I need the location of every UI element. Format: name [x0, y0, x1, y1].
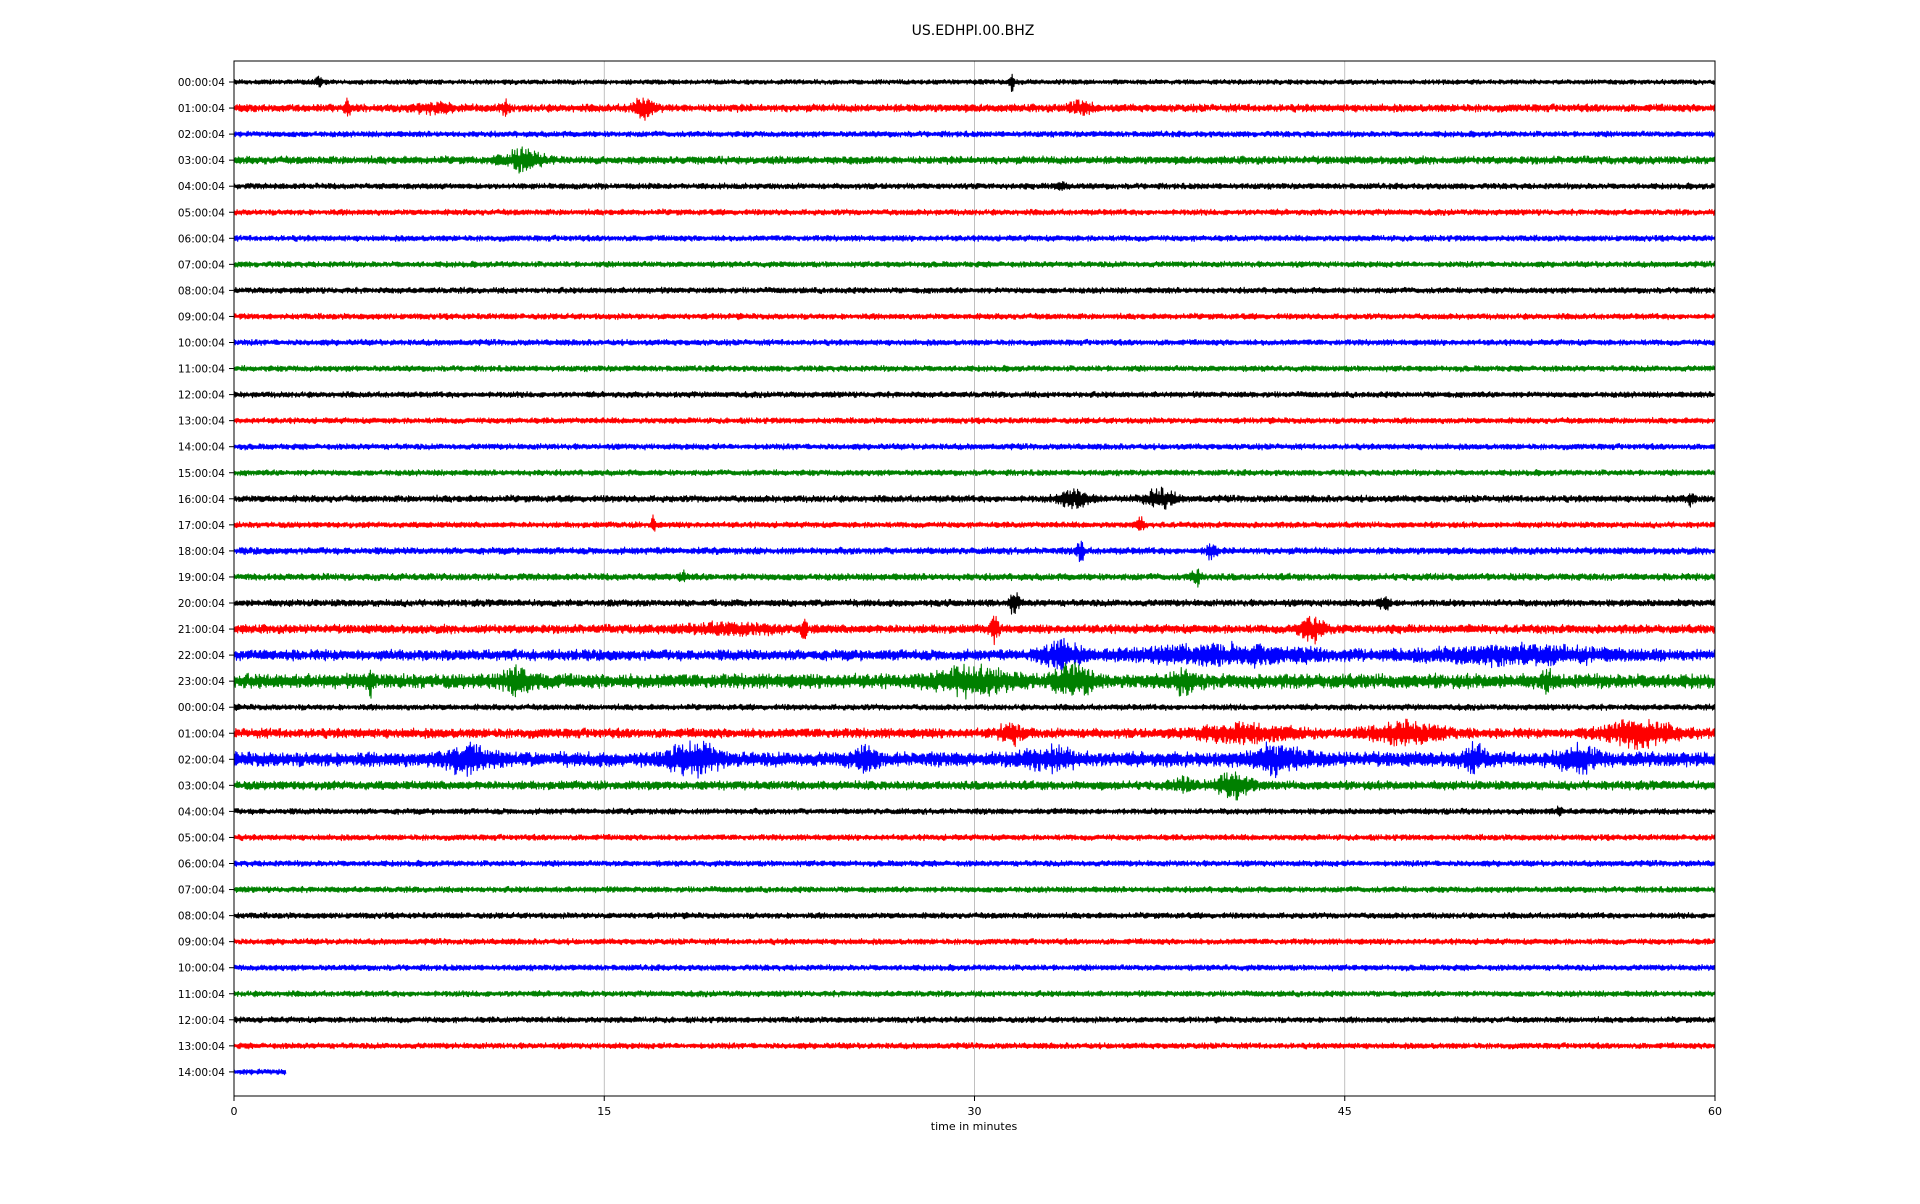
row-label: 02:00:04 — [178, 129, 225, 141]
row-label: 18:00:04 — [178, 546, 225, 558]
row-label: 03:00:04 — [178, 155, 225, 167]
trace-line — [233, 130, 1716, 138]
row-label: 12:00:04 — [178, 390, 225, 402]
trace-line — [233, 312, 1716, 321]
row-label: 04:00:04 — [178, 181, 225, 193]
row-label: 15:00:04 — [178, 468, 225, 480]
row-label: 05:00:04 — [178, 832, 225, 844]
trace-line — [233, 514, 1716, 532]
trace-line — [233, 390, 1716, 399]
row-label: 03:00:04 — [178, 780, 225, 792]
row-label: 19:00:04 — [178, 572, 225, 584]
trace-line — [233, 146, 1716, 174]
row-label: 07:00:04 — [178, 885, 225, 897]
trace-line — [233, 364, 1716, 373]
row-label: 08:00:04 — [178, 911, 225, 923]
row-label: 06:00:04 — [178, 859, 225, 871]
trace-line — [233, 1068, 287, 1076]
trace-line — [233, 963, 1716, 972]
trace-line — [233, 859, 1716, 868]
trace-line — [233, 260, 1716, 269]
row-label: 09:00:04 — [178, 311, 225, 323]
trace-line — [233, 703, 1716, 711]
row-label: 08:00:04 — [178, 285, 225, 297]
trace-line — [233, 937, 1716, 946]
x-tick-label: 30 — [968, 1105, 982, 1118]
row-label: 21:00:04 — [178, 624, 225, 636]
row-label: 00:00:04 — [178, 702, 225, 714]
trace-line — [233, 208, 1716, 217]
trace-line — [233, 486, 1716, 510]
row-label: 11:00:04 — [178, 364, 225, 376]
traces — [233, 73, 1716, 1076]
trace-line — [233, 442, 1716, 451]
trace-line — [233, 286, 1716, 295]
trace-line — [233, 73, 1716, 92]
row-label: 07:00:04 — [178, 259, 225, 271]
row-label: 10:00:04 — [178, 338, 225, 350]
trace-line — [233, 416, 1716, 425]
trace-line — [233, 540, 1716, 563]
trace-line — [233, 468, 1716, 477]
trace-line — [233, 637, 1716, 671]
trace-line — [233, 833, 1716, 842]
x-tick-label: 15 — [597, 1105, 611, 1118]
trace-line — [233, 97, 1716, 121]
row-label: 20:00:04 — [178, 598, 225, 610]
row-label: 14:00:04 — [178, 442, 225, 454]
trace-line — [233, 771, 1716, 801]
trace-line — [233, 568, 1716, 588]
row-label: 09:00:04 — [178, 937, 225, 949]
trace-line — [233, 661, 1716, 700]
row-label: 14:00:04 — [178, 1067, 225, 1079]
row-label: 13:00:04 — [178, 416, 225, 428]
row-label: 00:00:04 — [178, 77, 225, 89]
trace-line — [233, 1015, 1716, 1024]
row-label: 01:00:04 — [178, 103, 225, 115]
row-label: 17:00:04 — [178, 520, 225, 532]
trace-line — [233, 911, 1716, 920]
row-label: 02:00:04 — [178, 754, 225, 766]
row-label: 11:00:04 — [178, 989, 225, 1001]
row-label: 01:00:04 — [178, 728, 225, 740]
trace-line — [233, 718, 1716, 751]
x-axis-ticks: 0 15 30 45 60 — [231, 1096, 1722, 1118]
trace-line — [233, 180, 1716, 192]
row-label: 16:00:04 — [178, 494, 225, 506]
row-label: 06:00:04 — [178, 233, 225, 245]
x-tick-label: 0 — [231, 1105, 238, 1118]
row-label: 13:00:04 — [178, 1041, 225, 1053]
x-tick-label: 45 — [1338, 1105, 1352, 1118]
trace-line — [233, 1042, 1716, 1050]
trace-line — [233, 234, 1716, 243]
x-axis-label: time in minutes — [931, 1120, 1018, 1133]
row-label: 04:00:04 — [178, 806, 225, 818]
trace-line — [233, 740, 1716, 779]
trace-line — [233, 592, 1716, 615]
trace-line — [233, 989, 1716, 998]
row-labels: 00:00:04 01:00:04 02:00:04 03:00:04 04:00:04… — [178, 77, 234, 1079]
row-label: 05:00:04 — [178, 207, 225, 219]
x-tick-label: 60 — [1708, 1105, 1722, 1118]
row-label: 10:00:04 — [178, 963, 225, 975]
row-label: 22:00:04 — [178, 650, 225, 662]
chart-title: US.EDHPI.00.BHZ — [912, 23, 1035, 39]
trace-line — [233, 338, 1716, 347]
trace-line — [233, 615, 1716, 646]
trace-line — [233, 885, 1716, 894]
row-label: 23:00:04 — [178, 676, 225, 688]
row-label: 12:00:04 — [178, 1015, 225, 1027]
trace-line — [233, 805, 1716, 817]
